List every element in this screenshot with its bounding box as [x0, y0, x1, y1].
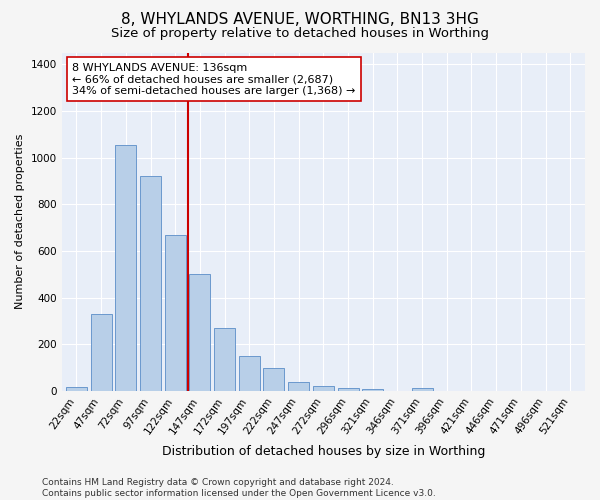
Bar	[362, 388, 383, 391]
Bar	[263, 368, 284, 391]
Bar	[140, 176, 161, 391]
Bar	[165, 234, 186, 391]
Text: Size of property relative to detached houses in Worthing: Size of property relative to detached ho…	[111, 28, 489, 40]
Bar	[190, 274, 211, 391]
Bar	[115, 144, 136, 391]
Text: 8, WHYLANDS AVENUE, WORTHING, BN13 3HG: 8, WHYLANDS AVENUE, WORTHING, BN13 3HG	[121, 12, 479, 28]
Bar	[214, 328, 235, 391]
X-axis label: Distribution of detached houses by size in Worthing: Distribution of detached houses by size …	[161, 444, 485, 458]
Bar	[239, 356, 260, 391]
Bar	[338, 388, 359, 391]
Y-axis label: Number of detached properties: Number of detached properties	[15, 134, 25, 310]
Bar	[91, 314, 112, 391]
Text: Contains HM Land Registry data © Crown copyright and database right 2024.
Contai: Contains HM Land Registry data © Crown c…	[42, 478, 436, 498]
Bar	[288, 382, 309, 391]
Bar	[313, 386, 334, 391]
Text: 8 WHYLANDS AVENUE: 136sqm
← 66% of detached houses are smaller (2,687)
34% of se: 8 WHYLANDS AVENUE: 136sqm ← 66% of detac…	[72, 62, 356, 96]
Bar	[412, 388, 433, 391]
Bar	[66, 387, 87, 391]
